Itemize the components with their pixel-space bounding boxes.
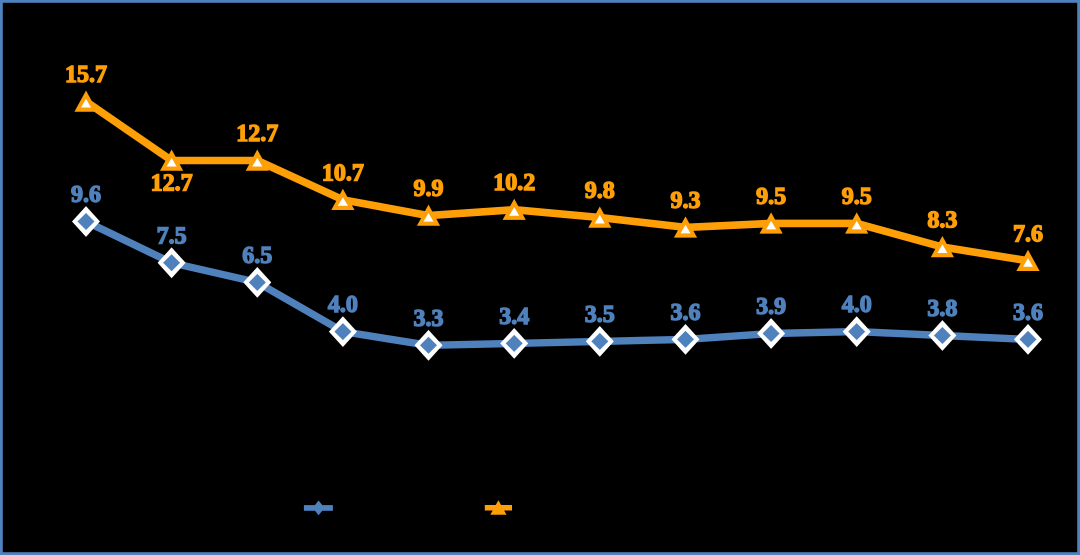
svg-text:3.5: 3.5 <box>585 302 615 328</box>
svg-text:4.0: 4.0 <box>328 292 358 318</box>
svg-text:9.9: 9.9 <box>414 176 444 202</box>
svg-text:3.6: 3.6 <box>671 300 701 326</box>
svg-text:3.6: 3.6 <box>1013 300 1043 326</box>
svg-text:10.7: 10.7 <box>322 160 364 186</box>
svg-text:9.3: 9.3 <box>671 188 701 214</box>
svg-text:9.6: 9.6 <box>71 182 101 208</box>
svg-text:3.4: 3.4 <box>499 304 529 330</box>
svg-text:8.3: 8.3 <box>927 208 957 234</box>
svg-text:4.0: 4.0 <box>842 292 872 318</box>
svg-text:12.7: 12.7 <box>151 171 193 197</box>
svg-text:7.5: 7.5 <box>157 223 187 249</box>
svg-text:9.5: 9.5 <box>756 184 786 210</box>
svg-text:3.3: 3.3 <box>414 306 444 332</box>
svg-text:6.5: 6.5 <box>242 243 272 269</box>
svg-text:9.8: 9.8 <box>585 178 615 204</box>
svg-text:9.5: 9.5 <box>842 184 872 210</box>
svg-text:10.2: 10.2 <box>493 170 535 196</box>
svg-text:3.8: 3.8 <box>927 296 957 322</box>
svg-text:12.7: 12.7 <box>236 121 278 147</box>
svg-text:15.7: 15.7 <box>65 62 107 88</box>
svg-text:3.9: 3.9 <box>756 294 786 320</box>
svg-text:7.6: 7.6 <box>1013 221 1043 247</box>
